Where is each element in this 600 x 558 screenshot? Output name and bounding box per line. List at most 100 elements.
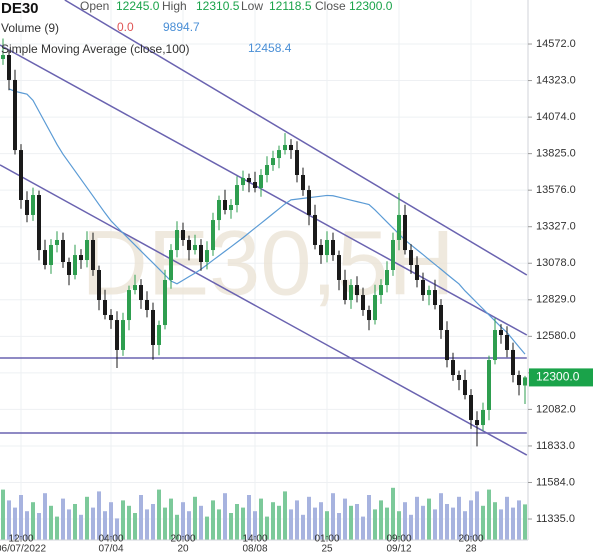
candle-body [301, 174, 305, 191]
candle-body [445, 330, 449, 361]
legend-volume-value: 0.0 [117, 20, 134, 34]
candle-body [457, 374, 461, 380]
x-tick-date: 09/12 [386, 544, 411, 555]
volume-bar [325, 511, 329, 540]
volume-bar [307, 496, 311, 540]
candle-body [55, 239, 59, 245]
volume-bar [151, 504, 155, 540]
volume-bar [115, 518, 119, 540]
candle-body [157, 325, 161, 345]
volume-bar [373, 509, 377, 540]
candle-body [397, 214, 401, 240]
candle-body [145, 300, 149, 310]
volume-bar [13, 507, 17, 540]
x-tick-date: 20 [177, 544, 189, 555]
legend-volume-value: 9894.7 [163, 20, 200, 34]
volume-bar [49, 505, 53, 540]
volume-bar [463, 511, 467, 540]
candle-body [385, 270, 389, 286]
candle-body [361, 295, 365, 310]
y-tick-label: 13078.0 [536, 257, 576, 269]
candle-body [223, 200, 227, 210]
volume-bar [499, 509, 503, 540]
volume-bar [121, 500, 125, 540]
candle-body [49, 244, 53, 266]
volume-bar [469, 500, 473, 540]
volume-bar [19, 495, 23, 540]
volume-bar [313, 507, 317, 540]
x-tick-date: 07/04 [98, 544, 123, 555]
candle-body [169, 250, 173, 280]
candle-body [43, 250, 47, 266]
candle-body [229, 204, 233, 210]
candle-body [265, 165, 269, 175]
candle-body [187, 239, 191, 251]
candle-body [277, 150, 281, 159]
legend-low: 12118.5 [269, 0, 312, 13]
y-tick-label: 12082.0 [536, 403, 576, 415]
candle-body [193, 244, 197, 251]
volume-bar [211, 500, 215, 540]
volume-bar [403, 502, 407, 540]
candle-body [175, 230, 179, 251]
candle-body [493, 330, 497, 361]
candle-body [469, 395, 473, 421]
volume-bar [391, 487, 395, 540]
volume-bar [421, 505, 425, 540]
volume-bar [157, 489, 161, 540]
candle-body [325, 239, 329, 256]
candle-body [199, 244, 203, 263]
candle-body [367, 309, 371, 321]
volume-bar [133, 513, 137, 540]
x-tick-time: 14:00 [242, 534, 267, 545]
volume-bar [439, 493, 443, 540]
last-price-label: 12300.0 [536, 370, 580, 384]
candle-body [253, 182, 257, 188]
candle-body [427, 290, 431, 296]
volume-bar [271, 502, 275, 540]
volume-bar [259, 498, 263, 540]
candle-body [487, 360, 491, 410]
time-axis-bg [0, 540, 600, 558]
legend-sma-value: 12458.4 [248, 41, 292, 55]
volume-bar [97, 491, 101, 540]
candle-body [211, 220, 215, 251]
candle-body [379, 285, 383, 296]
price-axis-bg [528, 0, 600, 540]
x-tick-date: 08/08 [242, 544, 267, 555]
candle-body [415, 265, 419, 280]
volume-bar [331, 493, 335, 540]
y-tick-label: 13327.0 [536, 221, 576, 233]
trend-line [64, 0, 528, 276]
candle-body [97, 270, 101, 301]
candle-body [115, 320, 119, 350]
trend-line [0, 44, 528, 336]
volume-bar [361, 516, 365, 540]
volume-bar [103, 511, 107, 540]
volume-bar [415, 496, 419, 540]
volume-bar [481, 505, 485, 540]
volume-bar [355, 504, 359, 540]
volume-bar [283, 491, 287, 540]
volume-bar [163, 507, 167, 540]
legend-high-label: High [162, 0, 187, 13]
candle-body [331, 239, 335, 256]
volume-bar [145, 509, 149, 540]
volume-bar [235, 504, 239, 540]
candle-body [343, 279, 347, 301]
candle-body [451, 360, 455, 375]
volume-bar [1, 489, 5, 540]
x-tick-time: 04:00 [98, 534, 123, 545]
candle-body [403, 214, 407, 251]
candle-body [73, 255, 77, 275]
volume-bar [31, 502, 35, 540]
volume-bar [229, 513, 233, 540]
candle-body [499, 330, 503, 336]
candle-body [505, 335, 509, 350]
volume-bar [241, 507, 245, 540]
y-tick-label: 11833.0 [536, 440, 575, 452]
legend-sma-label: Simple Moving Average (close,100) [1, 42, 190, 56]
candle-body [421, 279, 425, 296]
x-tick-time: 20:00 [170, 534, 195, 545]
